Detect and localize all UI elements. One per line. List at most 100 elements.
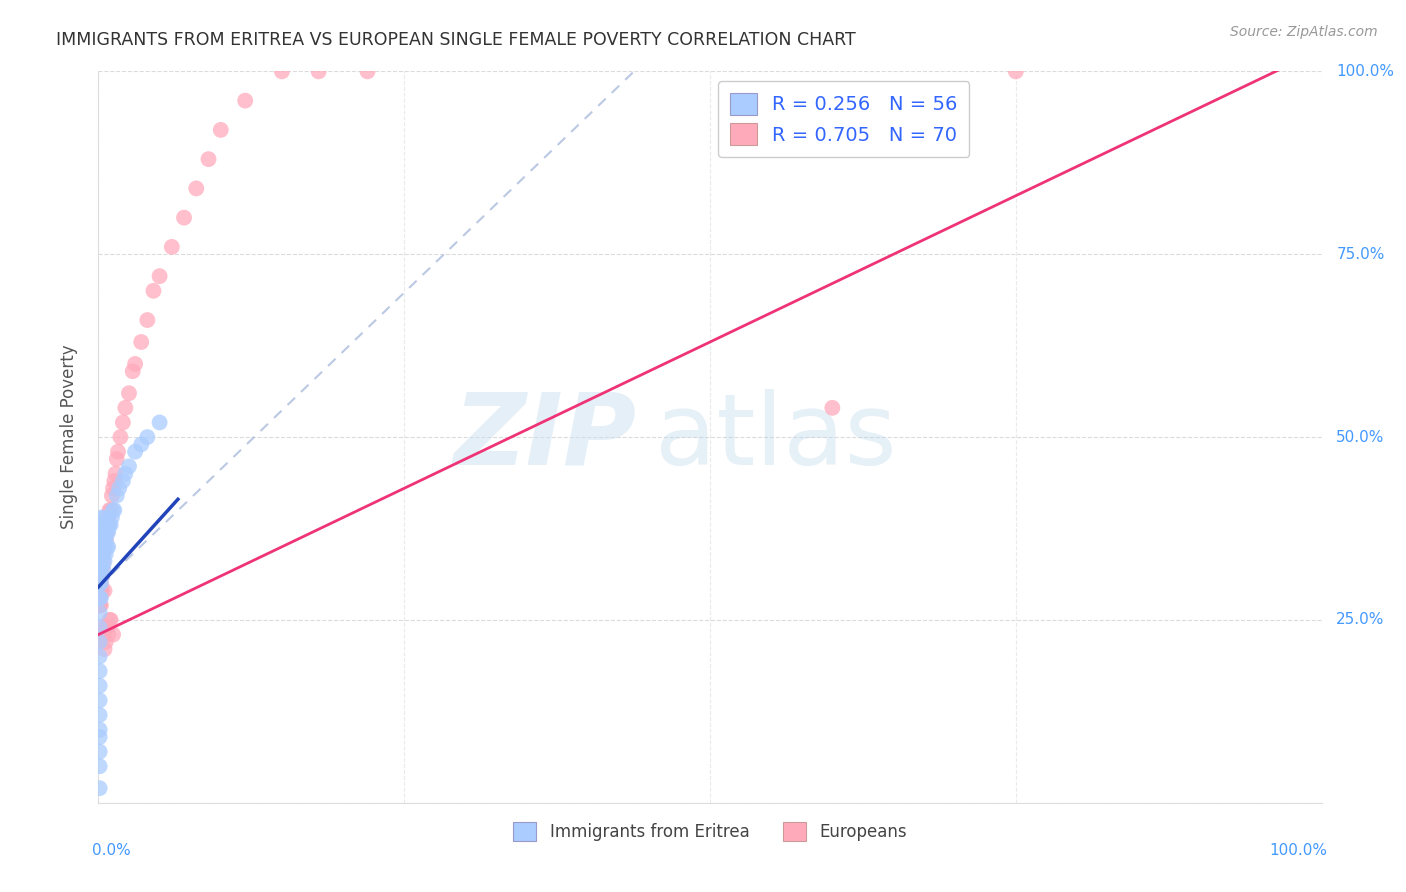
- Point: [89, 576, 111, 591]
- Point: [97, 517, 120, 532]
- Point: [89, 576, 111, 591]
- Point: [108, 481, 131, 495]
- Point: [101, 510, 124, 524]
- Point: [118, 459, 141, 474]
- Point: [129, 334, 152, 349]
- Text: 25.0%: 25.0%: [1336, 613, 1385, 627]
- Point: [101, 481, 124, 495]
- Point: [104, 467, 127, 481]
- Point: [89, 576, 111, 591]
- Point: [89, 745, 111, 759]
- Point: [111, 474, 134, 488]
- Point: [100, 517, 122, 532]
- Point: [94, 525, 117, 540]
- Point: [94, 635, 117, 649]
- Point: [90, 576, 112, 591]
- Point: [90, 569, 112, 583]
- Point: [114, 401, 136, 415]
- Point: [89, 730, 111, 744]
- Point: [91, 533, 114, 547]
- Point: [93, 510, 115, 524]
- Point: [96, 540, 118, 554]
- Point: [89, 599, 111, 613]
- Point: [149, 416, 172, 430]
- Point: [91, 554, 114, 568]
- Point: [93, 525, 115, 540]
- Point: [308, 64, 330, 78]
- Point: [89, 599, 111, 613]
- Point: [97, 510, 120, 524]
- Point: [94, 517, 117, 532]
- Point: [93, 540, 115, 554]
- Point: [89, 649, 111, 664]
- Point: [89, 606, 111, 620]
- Point: [110, 430, 132, 444]
- Point: [98, 613, 121, 627]
- Point: [97, 540, 120, 554]
- Point: [89, 664, 111, 678]
- Point: [91, 554, 114, 568]
- Text: ZIP: ZIP: [454, 389, 637, 485]
- Point: [94, 533, 117, 547]
- Point: [89, 635, 111, 649]
- Point: [124, 357, 146, 371]
- Point: [89, 533, 111, 547]
- Point: [821, 401, 844, 415]
- Text: 100.0%: 100.0%: [1336, 64, 1395, 78]
- Point: [103, 503, 125, 517]
- Point: [94, 533, 117, 547]
- Point: [111, 416, 134, 430]
- Legend: Immigrants from Eritrea, Europeans: Immigrants from Eritrea, Europeans: [505, 814, 915, 849]
- Point: [93, 540, 115, 554]
- Point: [97, 627, 120, 641]
- Point: [121, 364, 143, 378]
- Point: [89, 583, 111, 598]
- Point: [91, 562, 114, 576]
- Point: [89, 547, 111, 561]
- Point: [270, 64, 294, 78]
- Point: [91, 554, 114, 568]
- Point: [89, 583, 111, 598]
- Point: [89, 781, 111, 796]
- Point: [105, 452, 128, 467]
- Point: [91, 547, 114, 561]
- Point: [173, 211, 195, 225]
- Point: [98, 503, 121, 517]
- Point: [98, 517, 121, 532]
- Point: [90, 569, 112, 583]
- Point: [197, 152, 219, 166]
- Point: [94, 547, 117, 561]
- Point: [90, 533, 112, 547]
- Point: [93, 554, 115, 568]
- Point: [93, 525, 115, 540]
- Text: Source: ZipAtlas.com: Source: ZipAtlas.com: [1230, 25, 1378, 39]
- Point: [89, 679, 111, 693]
- Point: [107, 444, 129, 458]
- Point: [91, 627, 114, 641]
- Point: [91, 569, 114, 583]
- Point: [160, 240, 183, 254]
- Point: [149, 269, 172, 284]
- Point: [89, 583, 111, 598]
- Point: [129, 437, 152, 451]
- Point: [114, 467, 136, 481]
- Point: [89, 591, 111, 605]
- Text: 75.0%: 75.0%: [1336, 247, 1385, 261]
- Point: [136, 430, 159, 444]
- Y-axis label: Single Female Poverty: Single Female Poverty: [59, 345, 77, 529]
- Point: [89, 591, 111, 605]
- Point: [90, 583, 112, 598]
- Text: IMMIGRANTS FROM ERITREA VS EUROPEAN SINGLE FEMALE POVERTY CORRELATION CHART: IMMIGRANTS FROM ERITREA VS EUROPEAN SING…: [56, 31, 856, 49]
- Point: [96, 525, 118, 540]
- Point: [233, 94, 256, 108]
- Point: [90, 562, 112, 576]
- Text: atlas: atlas: [655, 389, 897, 485]
- Point: [1004, 64, 1026, 78]
- Text: 100.0%: 100.0%: [1270, 843, 1327, 858]
- Point: [136, 313, 159, 327]
- Point: [101, 489, 124, 503]
- Point: [105, 489, 128, 503]
- Point: [90, 547, 112, 561]
- Point: [93, 583, 115, 598]
- Text: 50.0%: 50.0%: [1336, 430, 1385, 444]
